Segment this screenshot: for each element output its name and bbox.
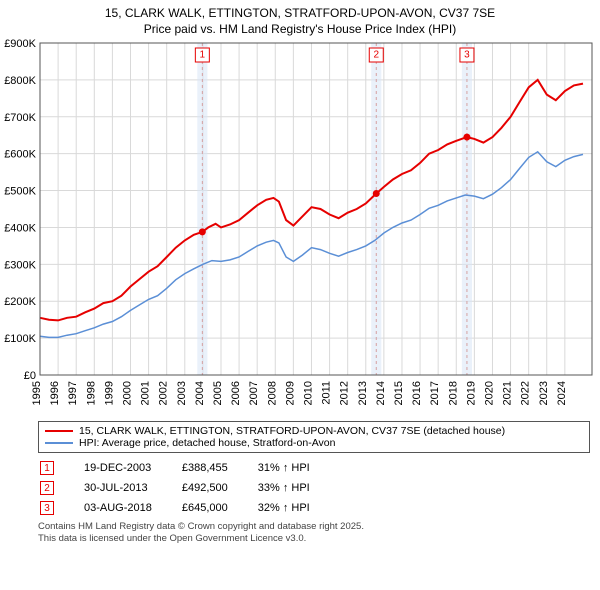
svg-text:£800K: £800K [4,75,36,87]
svg-text:2023: 2023 [538,381,550,405]
svg-text:1996: 1996 [49,381,61,405]
footer: Contains HM Land Registry data © Crown c… [38,521,590,544]
svg-text:2022: 2022 [520,381,532,405]
marker-price: £492,500 [182,479,256,497]
marker-price: £388,455 [182,459,256,477]
title-line2: Price paid vs. HM Land Registry's House … [0,22,600,38]
svg-text:£900K: £900K [4,38,36,50]
svg-text:2014: 2014 [375,381,387,405]
svg-text:£600K: £600K [4,149,36,161]
marker-row: 3 03-AUG-2018£645,00032% ↑ HPI [40,499,338,517]
svg-text:2012: 2012 [339,381,351,405]
svg-text:2000: 2000 [121,381,133,405]
legend-swatch [45,442,73,444]
legend-item: HPI: Average price, detached house, Stra… [45,437,583,449]
legend-label: 15, CLARK WALK, ETTINGTON, STRATFORD-UPO… [79,425,505,437]
svg-text:£300K: £300K [4,260,36,272]
marker-number: 3 [40,501,54,515]
svg-text:2013: 2013 [357,381,369,405]
svg-text:3: 3 [464,50,470,61]
svg-text:2018: 2018 [447,381,459,405]
marker-delta: 33% ↑ HPI [258,479,338,497]
footer-line1: Contains HM Land Registry data © Crown c… [38,521,590,532]
svg-text:2024: 2024 [556,381,568,405]
svg-text:1997: 1997 [67,381,79,405]
marker-date: 03-AUG-2018 [84,499,180,517]
svg-text:2021: 2021 [502,381,514,405]
svg-text:2005: 2005 [212,381,224,405]
legend-item: 15, CLARK WALK, ETTINGTON, STRATFORD-UPO… [45,425,583,437]
svg-text:2010: 2010 [302,381,314,405]
legend: 15, CLARK WALK, ETTINGTON, STRATFORD-UPO… [38,421,590,453]
svg-text:2001: 2001 [140,381,152,405]
legend-swatch [45,430,73,432]
svg-text:£0: £0 [24,370,36,382]
svg-text:2007: 2007 [248,381,260,405]
marker-date: 30-JUL-2013 [84,479,180,497]
svg-text:£700K: £700K [4,112,36,124]
svg-text:2011: 2011 [321,381,333,405]
legend-label: HPI: Average price, detached house, Stra… [79,437,335,449]
marker-date: 19-DEC-2003 [84,459,180,477]
marker-number: 1 [40,461,54,475]
svg-text:1999: 1999 [103,381,115,405]
svg-text:£400K: £400K [4,223,36,235]
marker-row: 1 19-DEC-2003£388,45531% ↑ HPI [40,459,338,477]
svg-text:£500K: £500K [4,186,36,198]
footer-line2: This data is licensed under the Open Gov… [38,533,590,544]
svg-text:2004: 2004 [194,381,206,405]
svg-text:1998: 1998 [85,381,97,405]
svg-text:1: 1 [200,50,206,61]
line-chart: £0 £100K £200K £300K £400K £500K £600K £700K £80… [0,37,600,417]
svg-text:2009: 2009 [284,381,296,405]
svg-text:2020: 2020 [483,381,495,405]
svg-text:2015: 2015 [393,381,405,405]
title-line1: 15, CLARK WALK, ETTINGTON, STRATFORD-UPO… [0,6,600,22]
svg-text:2002: 2002 [158,381,170,405]
markers-table: 1 19-DEC-2003£388,45531% ↑ HPI 2 30-JUL-201… [38,457,340,519]
svg-text:2017: 2017 [429,381,441,405]
svg-text:2: 2 [373,50,379,61]
svg-text:2019: 2019 [465,381,477,405]
svg-text:£200K: £200K [4,296,36,308]
svg-text:1995: 1995 [31,381,43,405]
marker-delta: 31% ↑ HPI [258,459,338,477]
svg-text:£100K: £100K [4,333,36,345]
marker-row: 2 30-JUL-2013£492,50033% ↑ HPI [40,479,338,497]
svg-text:2003: 2003 [176,381,188,405]
svg-text:2008: 2008 [266,381,278,405]
svg-text:2016: 2016 [411,381,423,405]
marker-price: £645,000 [182,499,256,517]
chart-container: £0 £100K £200K £300K £400K £500K £600K £700K £80… [0,37,600,417]
marker-number: 2 [40,481,54,495]
svg-text:2006: 2006 [230,381,242,405]
marker-delta: 32% ↑ HPI [258,499,338,517]
